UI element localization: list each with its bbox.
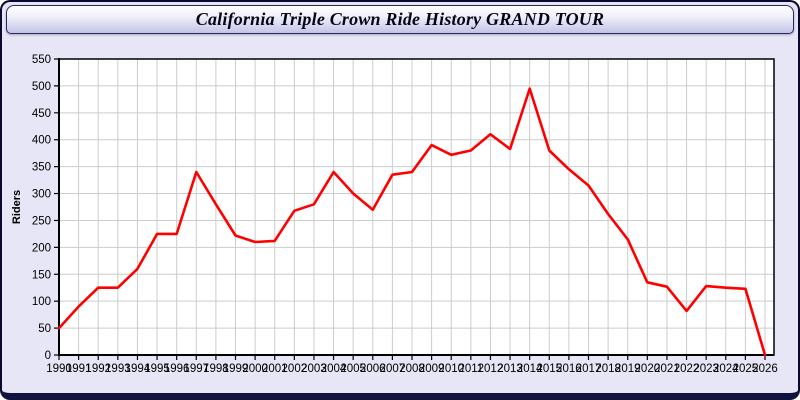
x-tick-label: 2008 [399, 363, 425, 375]
x-tick-label: 2026 [752, 363, 778, 375]
x-tick-label: 2009 [419, 363, 445, 375]
x-tick-label: 2020 [635, 363, 661, 375]
y-tick-label: 250 [32, 215, 51, 227]
x-tick-label: 2017 [576, 363, 602, 375]
x-tick-label: 2022 [674, 363, 700, 375]
x-tick-label: 2004 [321, 363, 347, 375]
x-tick-label: 2014 [517, 363, 543, 375]
x-tick-label: 2001 [262, 363, 288, 375]
y-tick-label: 400 [32, 135, 51, 147]
x-tick-label: 1990 [46, 363, 72, 375]
x-tick-label: 2011 [458, 363, 483, 375]
plot-background [59, 59, 774, 355]
x-tick-label: 1999 [223, 363, 249, 375]
y-tick-label: 150 [32, 269, 51, 281]
x-tick-label: 2016 [556, 363, 582, 375]
y-tick-label: 500 [32, 81, 51, 93]
x-tick-label: 1994 [125, 363, 151, 375]
x-tick-label: 2024 [713, 363, 739, 375]
x-tick-label: 1996 [164, 363, 190, 375]
y-tick-label: 550 [32, 54, 51, 66]
x-tick-label: 2002 [282, 363, 308, 375]
x-tick-label: 2015 [536, 363, 562, 375]
y-tick-label: 50 [38, 323, 51, 335]
chart-title: California Triple Crown Ride History GRA… [195, 9, 605, 29]
x-tick-label: 2006 [360, 363, 386, 375]
x-tick-label: 1992 [85, 363, 111, 375]
x-tick-label: 1993 [105, 363, 131, 375]
x-tick-label: 2007 [380, 363, 406, 375]
y-tick-label: 450 [32, 108, 51, 120]
x-tick-label: 1995 [144, 363, 170, 375]
x-tick-label: 2000 [242, 363, 268, 375]
x-tick-label: 1997 [183, 363, 209, 375]
x-tick-label: 1991 [66, 363, 92, 375]
y-axis-title: Riders [11, 189, 23, 225]
x-tick-label: 2013 [497, 363, 523, 375]
x-tick-label: 2019 [615, 363, 641, 375]
y-tick-label: 200 [32, 242, 51, 254]
x-tick-label: 2023 [693, 363, 719, 375]
x-tick-label: 2005 [340, 363, 366, 375]
riders-series-line [57, 87, 767, 357]
y-tick-label: 350 [32, 162, 51, 174]
x-tick-label: 2018 [595, 363, 621, 375]
y-tick-label: 300 [32, 189, 51, 201]
x-tick-label: 2010 [438, 363, 464, 375]
x-tick-label: 2003 [301, 363, 327, 375]
chart-title-bar: California Triple Crown Ride History GRA… [6, 5, 794, 34]
y-tick-label: 100 [32, 296, 51, 308]
x-tick-label: 2012 [478, 363, 504, 375]
y-tick-label: 0 [45, 350, 51, 362]
x-tick-label: 2025 [733, 363, 759, 375]
x-tick-label: 1998 [203, 363, 229, 375]
x-tick-label: 2021 [654, 363, 680, 375]
